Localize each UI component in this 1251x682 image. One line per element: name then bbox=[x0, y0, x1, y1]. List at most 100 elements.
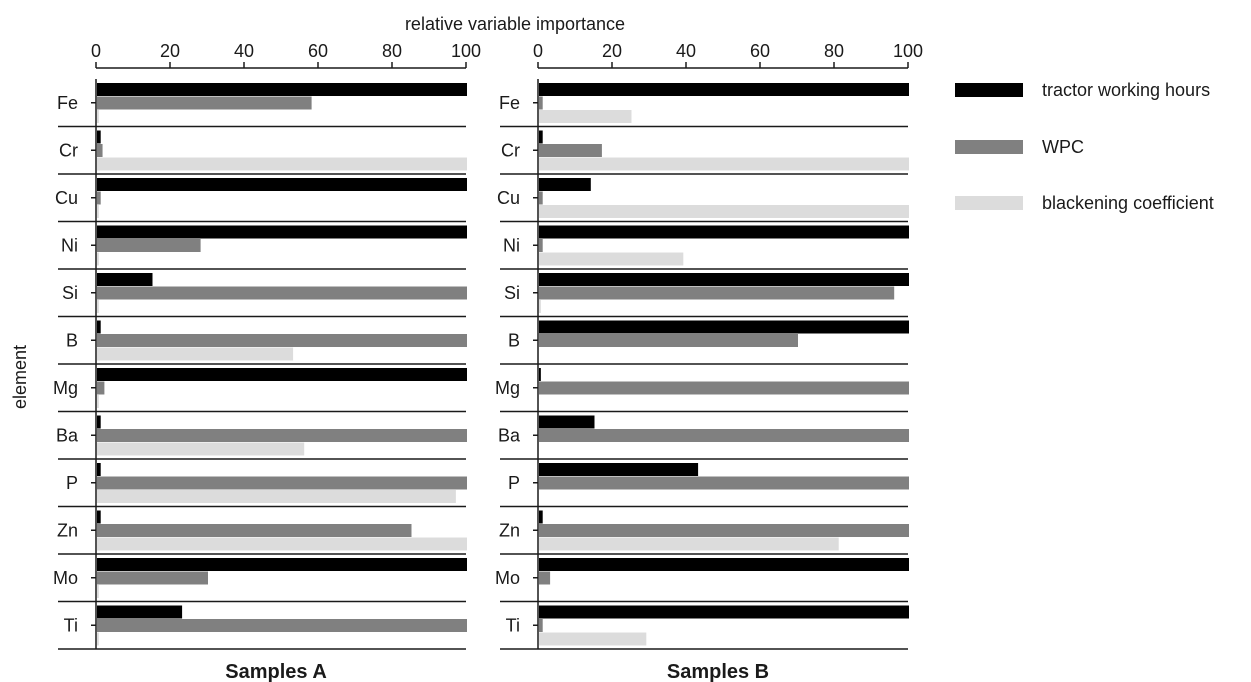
x-tick-label: 100 bbox=[451, 41, 481, 61]
bar-wpc bbox=[539, 524, 909, 537]
bar-blackening-coefficient bbox=[97, 347, 294, 361]
bar-blackening-coefficient bbox=[539, 537, 839, 551]
bar-wpc bbox=[97, 334, 467, 347]
bar-tractor-working-hours bbox=[97, 510, 101, 524]
bar-blackening-coefficient bbox=[97, 205, 99, 218]
category-label: P bbox=[66, 473, 78, 493]
category-label: Ba bbox=[56, 425, 79, 445]
category-label: Cr bbox=[59, 140, 78, 160]
legend-label: WPC bbox=[1042, 137, 1084, 157]
category-label: Fe bbox=[57, 93, 78, 113]
bar-tractor-working-hours bbox=[539, 130, 543, 144]
bar-blackening-coefficient bbox=[539, 157, 909, 171]
bar-tractor-working-hours bbox=[539, 320, 909, 334]
category-label: B bbox=[66, 330, 78, 350]
x-tick-label: 20 bbox=[160, 41, 180, 61]
bar-wpc bbox=[539, 619, 543, 632]
category-label: Mo bbox=[495, 568, 520, 588]
bar-tractor-working-hours bbox=[97, 178, 467, 191]
bar-tractor-working-hours bbox=[539, 605, 909, 619]
panel-b: 0 20 40 60 80 100 Fe Cr Cu Ni Si B Mg Ba P Zn Mo Ti Sample… bbox=[495, 41, 923, 682]
panel-title: Samples A bbox=[225, 661, 327, 682]
category-label: Zn bbox=[57, 520, 78, 540]
bar-tractor-working-hours bbox=[539, 83, 909, 96]
bar-blackening-coefficient bbox=[97, 110, 99, 123]
bar-wpc bbox=[97, 96, 312, 110]
bar-wpc bbox=[539, 476, 909, 490]
category-label: B bbox=[508, 330, 520, 350]
bar-wpc bbox=[97, 524, 412, 537]
x-tick-label: 40 bbox=[676, 41, 696, 61]
panels-layer: 0 20 40 60 80 100 Fe Cr Cu Ni Si B Mg Ba P Zn Mo Ti Sample… bbox=[53, 41, 923, 682]
bar-blackening-coefficient bbox=[97, 537, 467, 551]
x-tick-label: 20 bbox=[602, 41, 622, 61]
legend-label: blackening coefficient bbox=[1042, 193, 1214, 213]
category-label: Cr bbox=[501, 140, 520, 160]
bar-wpc bbox=[539, 381, 909, 395]
category-label: Mg bbox=[53, 378, 78, 398]
x-axis-title: relative variable importance bbox=[405, 14, 625, 34]
x-tick-label: 40 bbox=[234, 41, 254, 61]
bar-wpc bbox=[97, 429, 467, 442]
category-label: Ni bbox=[503, 235, 520, 255]
bar-tractor-working-hours bbox=[97, 605, 183, 619]
panel-title: Samples B bbox=[667, 661, 769, 682]
bar-wpc bbox=[539, 191, 543, 205]
bar-blackening-coefficient bbox=[97, 300, 99, 313]
category-label: Mo bbox=[53, 568, 78, 588]
category-label: Ni bbox=[61, 235, 78, 255]
category-label: Zn bbox=[499, 520, 520, 540]
bar-tractor-working-hours bbox=[539, 558, 909, 571]
legend-swatch bbox=[955, 196, 1023, 210]
bar-wpc bbox=[539, 334, 798, 347]
x-tick-label: 0 bbox=[91, 41, 101, 61]
bar-wpc bbox=[97, 619, 467, 632]
bar-tractor-working-hours bbox=[539, 273, 909, 286]
bar-blackening-coefficient bbox=[539, 205, 909, 218]
x-tick-label: 80 bbox=[382, 41, 402, 61]
category-label: Si bbox=[504, 283, 520, 303]
category-label: P bbox=[508, 473, 520, 493]
category-label: Cu bbox=[55, 188, 78, 208]
category-label: Si bbox=[62, 283, 78, 303]
bar-tractor-working-hours bbox=[97, 368, 467, 381]
bar-wpc bbox=[97, 239, 201, 252]
bar-tractor-working-hours bbox=[539, 415, 595, 429]
bar-blackening-coefficient bbox=[97, 252, 99, 266]
bar-tractor-working-hours bbox=[539, 225, 909, 239]
bar-blackening-coefficient bbox=[97, 632, 99, 646]
x-tick-label: 80 bbox=[824, 41, 844, 61]
x-tick-label: 0 bbox=[533, 41, 543, 61]
bar-blackening-coefficient bbox=[97, 585, 99, 598]
bar-wpc bbox=[97, 476, 467, 490]
legend-label: tractor working hours bbox=[1042, 80, 1210, 100]
bar-wpc bbox=[97, 191, 101, 205]
bar-blackening-coefficient bbox=[97, 157, 467, 171]
x-tick-label: 60 bbox=[750, 41, 770, 61]
bar-tractor-working-hours bbox=[97, 273, 153, 286]
category-label: Ti bbox=[506, 615, 520, 635]
bar-wpc bbox=[97, 571, 208, 585]
bar-blackening-coefficient bbox=[97, 395, 99, 408]
bar-tractor-working-hours bbox=[97, 320, 101, 334]
bar-blackening-coefficient bbox=[539, 110, 632, 123]
bar-tractor-working-hours bbox=[97, 415, 101, 429]
bar-wpc bbox=[539, 239, 543, 252]
bar-tractor-working-hours bbox=[97, 225, 467, 239]
bar-wpc bbox=[539, 286, 895, 300]
bar-blackening-coefficient bbox=[539, 300, 541, 313]
bar-wpc bbox=[539, 571, 551, 585]
bar-wpc bbox=[97, 381, 105, 395]
bar-tractor-working-hours bbox=[539, 463, 699, 476]
bar-tractor-working-hours bbox=[97, 130, 101, 144]
bar-blackening-coefficient bbox=[97, 490, 456, 503]
legend: tractor working hours WPC blackening coeff… bbox=[955, 80, 1214, 213]
x-tick-label: 60 bbox=[308, 41, 328, 61]
bar-tractor-working-hours bbox=[97, 83, 467, 96]
bar-tractor-working-hours bbox=[539, 178, 591, 191]
bar-wpc bbox=[539, 429, 909, 442]
bar-tractor-working-hours bbox=[539, 368, 541, 381]
bar-wpc bbox=[97, 286, 467, 300]
panel-a: 0 20 40 60 80 100 Fe Cr Cu Ni Si B Mg Ba P Zn Mo Ti Sample… bbox=[53, 41, 481, 682]
